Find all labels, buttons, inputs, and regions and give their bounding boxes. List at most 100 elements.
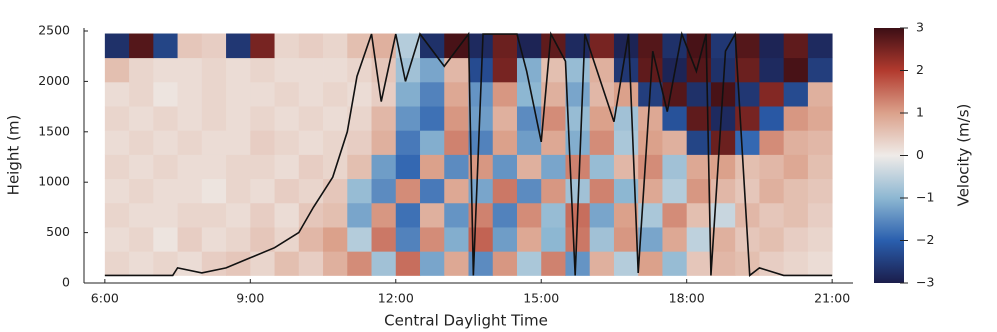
heatmap-cell [395, 130, 421, 155]
heatmap-cell [541, 106, 566, 131]
heatmap-cell [710, 178, 736, 204]
heatmap-cell [129, 154, 154, 180]
x-tick-label: 21:00 [814, 291, 850, 306]
heatmap-cell [783, 33, 809, 59]
heatmap-cell [104, 251, 130, 276]
heatmap-cell [298, 106, 324, 131]
heatmap-cell [104, 81, 130, 107]
heatmap-cell [323, 202, 348, 228]
heatmap-cell [420, 227, 445, 252]
heatmap-cell [807, 81, 833, 107]
heatmap-cell [807, 130, 833, 155]
heatmap-cell [274, 178, 300, 204]
heatmap-cell [201, 202, 227, 228]
heatmap-cell [783, 57, 809, 83]
heatmap-cell [759, 33, 785, 59]
heatmap-cell [541, 251, 566, 276]
heatmap-cell [177, 33, 203, 59]
heatmap-cell [177, 227, 203, 252]
heatmap-cell [541, 57, 566, 83]
boundary-line [104, 31, 833, 278]
heatmap-cell [153, 106, 178, 131]
heatmap-cell [710, 154, 736, 180]
heatmap-cell [565, 251, 591, 276]
heatmap-cell [759, 202, 785, 228]
heatmap-cell [613, 57, 639, 83]
heatmap-cell [274, 154, 300, 180]
heatmap-cell [807, 106, 833, 131]
heatmap-cell [444, 81, 469, 107]
heatmap-cell [129, 33, 154, 59]
heatmap-cell [710, 33, 736, 59]
heatmap-cell [395, 81, 421, 107]
heatmap-cell [783, 178, 809, 204]
heatmap-cell [274, 57, 300, 83]
heatmap-cell [201, 130, 227, 155]
heatmap-cell [444, 130, 469, 155]
heatmap-cell [323, 81, 348, 107]
heatmap-cell [177, 130, 203, 155]
heatmap-cell [323, 33, 348, 59]
heatmap-cell [807, 33, 833, 59]
heatmap-cell [516, 33, 542, 59]
heatmap-cell [104, 202, 130, 228]
heatmap-cell [104, 227, 130, 252]
heatmap-cell [444, 202, 469, 228]
x-tick-label: 12:00 [378, 291, 414, 306]
colorbar-tick-label: 0 [916, 147, 924, 162]
heatmap-cell [226, 106, 251, 131]
heatmap-cell [250, 81, 275, 107]
heatmap-cell [274, 130, 300, 155]
heatmap-cell [686, 227, 712, 252]
heatmap-cell [250, 57, 275, 83]
heatmap-cell [565, 227, 591, 252]
heatmap-cell [735, 57, 760, 83]
heatmap-cell [662, 154, 688, 180]
heatmap-cell [153, 251, 178, 276]
heatmap-cell [686, 251, 712, 276]
heatmap-cell [201, 227, 227, 252]
heatmap-cell [250, 154, 275, 180]
heatmap-cell [759, 178, 785, 204]
heatmap-cell [468, 130, 494, 155]
heatmap-cell [104, 130, 130, 155]
heatmap-cell [129, 251, 154, 276]
heatmap-cell [686, 130, 712, 155]
heatmap-cell [129, 178, 154, 204]
heatmap-cell [444, 251, 469, 276]
heatmap-cell [129, 202, 154, 228]
heatmap-cell [323, 106, 348, 131]
heatmap-cell [613, 106, 639, 131]
heatmap-cell [783, 81, 809, 107]
heatmap-cell [250, 130, 275, 155]
colorbar-tick-label: 1 [916, 105, 924, 120]
heatmap-cell [371, 106, 397, 131]
heatmap-cell [274, 81, 300, 107]
heatmap-cell [420, 202, 445, 228]
heatmap-cell [177, 57, 203, 83]
heatmap-cell [589, 202, 615, 228]
heatmap-cell [250, 227, 275, 252]
heatmap-cell [735, 130, 760, 155]
heatmap-cell [759, 227, 785, 252]
heatmap-cell [444, 227, 469, 252]
heatmap-cell [541, 227, 566, 252]
colorbar-tick-label: −2 [916, 232, 934, 247]
heatmap-cell [710, 227, 736, 252]
heatmap-cell [662, 202, 688, 228]
heatmap-cell [783, 106, 809, 131]
heatmap-cell [201, 57, 227, 83]
heatmap-cell [638, 106, 663, 131]
heatmap-cell [153, 227, 178, 252]
heatmap-cell [807, 57, 833, 83]
heatmap-cell [226, 81, 251, 107]
heatmap-cell [807, 178, 833, 204]
heatmap-cell [662, 251, 688, 276]
heatmap-cell [468, 106, 494, 131]
heatmap-cell [129, 227, 154, 252]
heatmap-cell [444, 178, 469, 204]
heatmap-cell [323, 57, 348, 83]
heatmap-cell [201, 33, 227, 59]
heatmap-cell [686, 154, 712, 180]
heatmap-cell [371, 227, 397, 252]
